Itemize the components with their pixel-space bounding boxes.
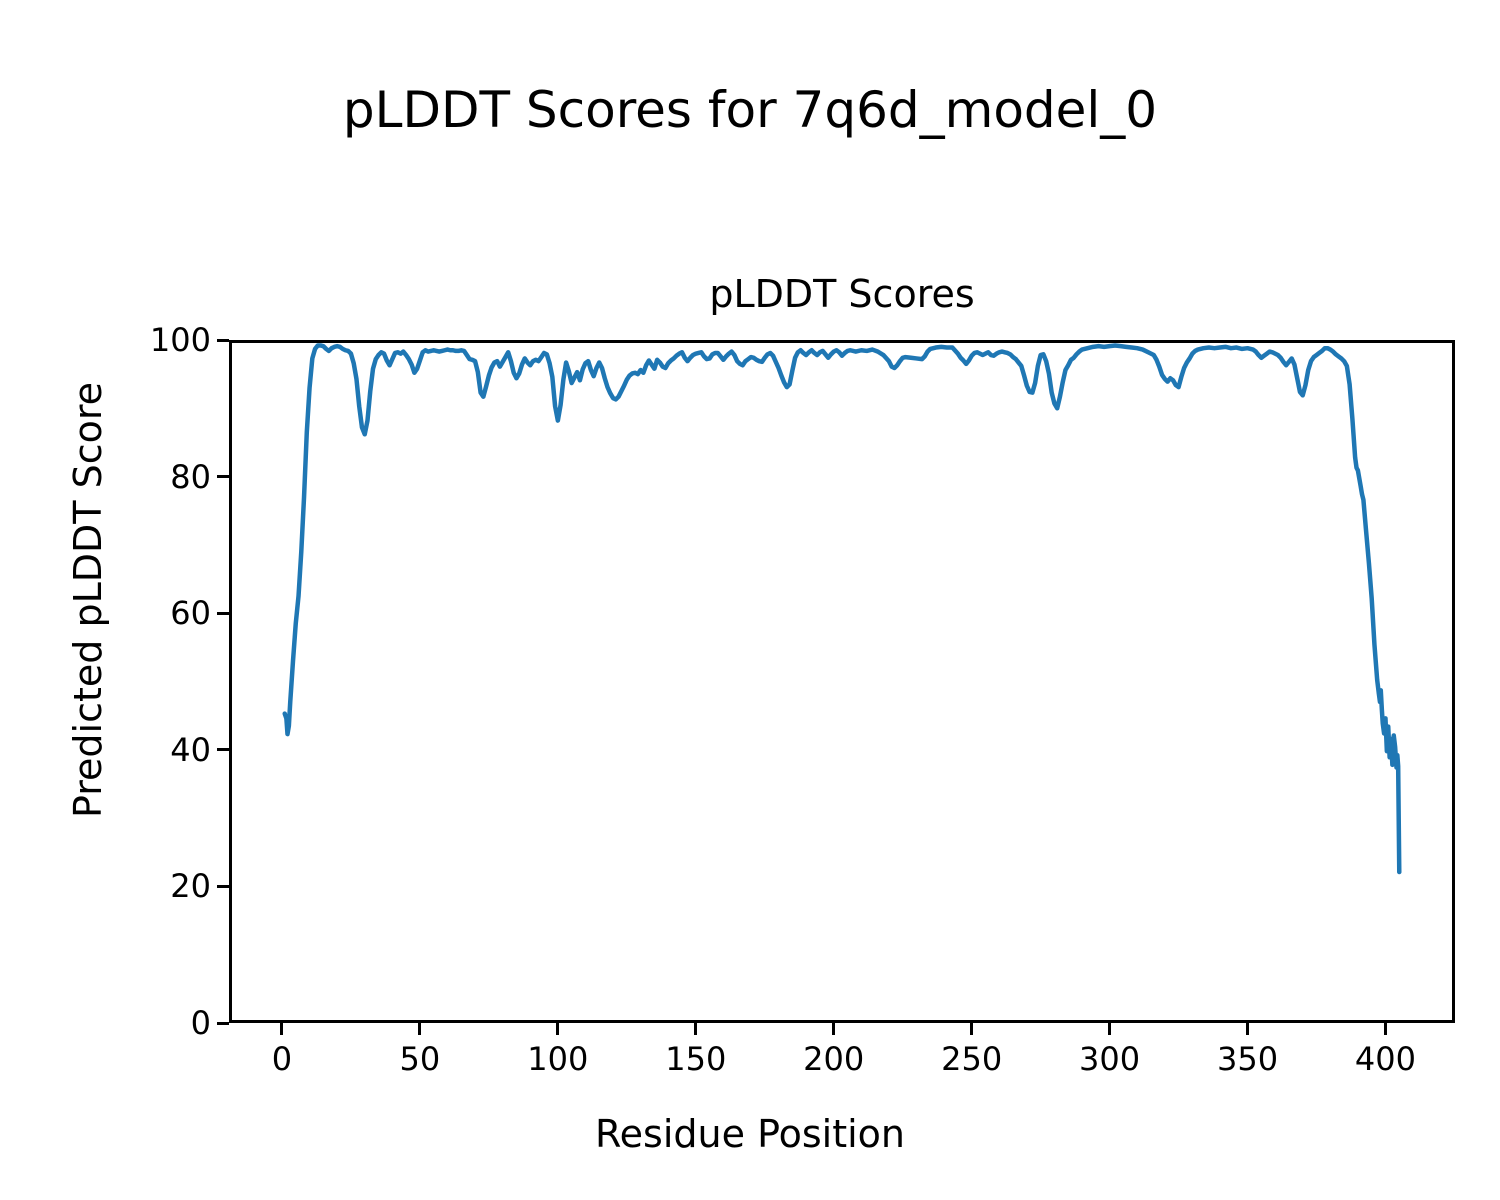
y-tick-mark <box>217 748 229 752</box>
y-tick-mark <box>217 611 229 615</box>
x-tick-label: 350 <box>1216 1040 1279 1078</box>
x-tick-mark <box>556 1023 560 1035</box>
x-tick-mark <box>280 1023 284 1035</box>
axes-title: pLDDT Scores <box>709 272 975 316</box>
x-axis-label: Residue Position <box>594 1112 906 1156</box>
x-tick-label: 100 <box>527 1040 589 1078</box>
x-tick-label: 200 <box>803 1040 865 1078</box>
y-tick-mark <box>217 1021 229 1025</box>
x-tick-mark <box>1383 1023 1387 1035</box>
figure-title: pLDDT Scores for 7q6d_model_0 <box>342 81 1158 139</box>
x-tick-label: 250 <box>941 1040 1003 1078</box>
y-tick-mark <box>217 338 229 342</box>
x-tick-mark <box>418 1023 422 1035</box>
y-tick-label: 0 <box>190 1004 211 1042</box>
plddt-line <box>282 343 1402 875</box>
plot-area <box>229 340 1455 1023</box>
x-tick-label: 0 <box>271 1040 293 1078</box>
x-tick-label: 300 <box>1079 1040 1141 1078</box>
x-tick-label: 150 <box>665 1040 727 1078</box>
x-tick-mark <box>832 1023 836 1035</box>
plddt-line-chart <box>229 340 1455 1023</box>
y-tick-label: 40 <box>170 730 211 769</box>
x-tick-mark <box>1246 1023 1250 1035</box>
x-tick-mark <box>970 1023 974 1035</box>
x-tick-label: 400 <box>1354 1040 1416 1078</box>
x-tick-label: 50 <box>399 1040 441 1078</box>
y-tick-label: 80 <box>170 457 211 496</box>
y-tick-label: 100 <box>149 321 211 359</box>
y-tick-label: 20 <box>170 867 211 906</box>
y-tick-label: 60 <box>170 594 211 633</box>
y-tick-mark <box>217 884 229 888</box>
y-tick-mark <box>217 475 229 479</box>
x-tick-mark <box>1108 1023 1112 1035</box>
x-tick-mark <box>694 1023 698 1035</box>
axes-spines <box>229 340 1455 1023</box>
